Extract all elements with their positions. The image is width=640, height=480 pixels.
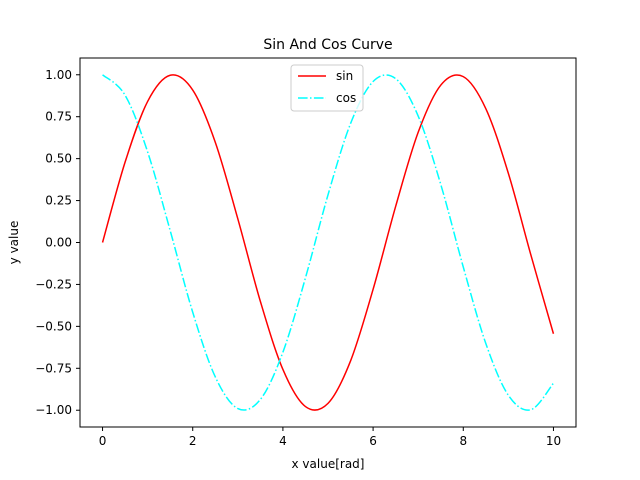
y-axis-label: y value xyxy=(7,221,21,265)
y-tick-label: −0.25 xyxy=(35,277,72,291)
x-tick-label: 0 xyxy=(99,434,107,448)
y-tick-label: 0.50 xyxy=(45,152,72,166)
y-tick-label: 0.25 xyxy=(45,194,72,208)
ticks-layer: 0 2 4 6 8 10 −1.00 −0.75 −0.50 −0.25 0.00 0.25 0.50 0… xyxy=(35,68,561,448)
y-tick-label: −1.00 xyxy=(35,403,72,417)
x-tick-label: 4 xyxy=(279,434,287,448)
series-layer xyxy=(101,74,555,411)
legend: sin cos xyxy=(290,64,364,112)
legend-label-sin: sin xyxy=(336,69,353,83)
x-tick-label: 2 xyxy=(189,434,197,448)
chart-title: Sin And Cos Curve xyxy=(263,37,392,53)
y-tick-label: 1.00 xyxy=(45,68,72,82)
y-tick-label: 0.75 xyxy=(45,110,72,124)
y-tick-label: −0.50 xyxy=(35,319,72,333)
y-tick-label: 0.00 xyxy=(45,236,72,250)
y-tick-label: −0.75 xyxy=(35,361,72,375)
legend-label-cos: cos xyxy=(336,91,356,105)
x-tick-label: 10 xyxy=(546,434,561,448)
x-tick-label: 6 xyxy=(369,434,377,448)
series-sin-line xyxy=(101,74,555,411)
x-axis-label: x value[rad] xyxy=(292,457,365,471)
series-cos-line xyxy=(102,74,555,411)
x-tick-label: 8 xyxy=(459,434,467,448)
